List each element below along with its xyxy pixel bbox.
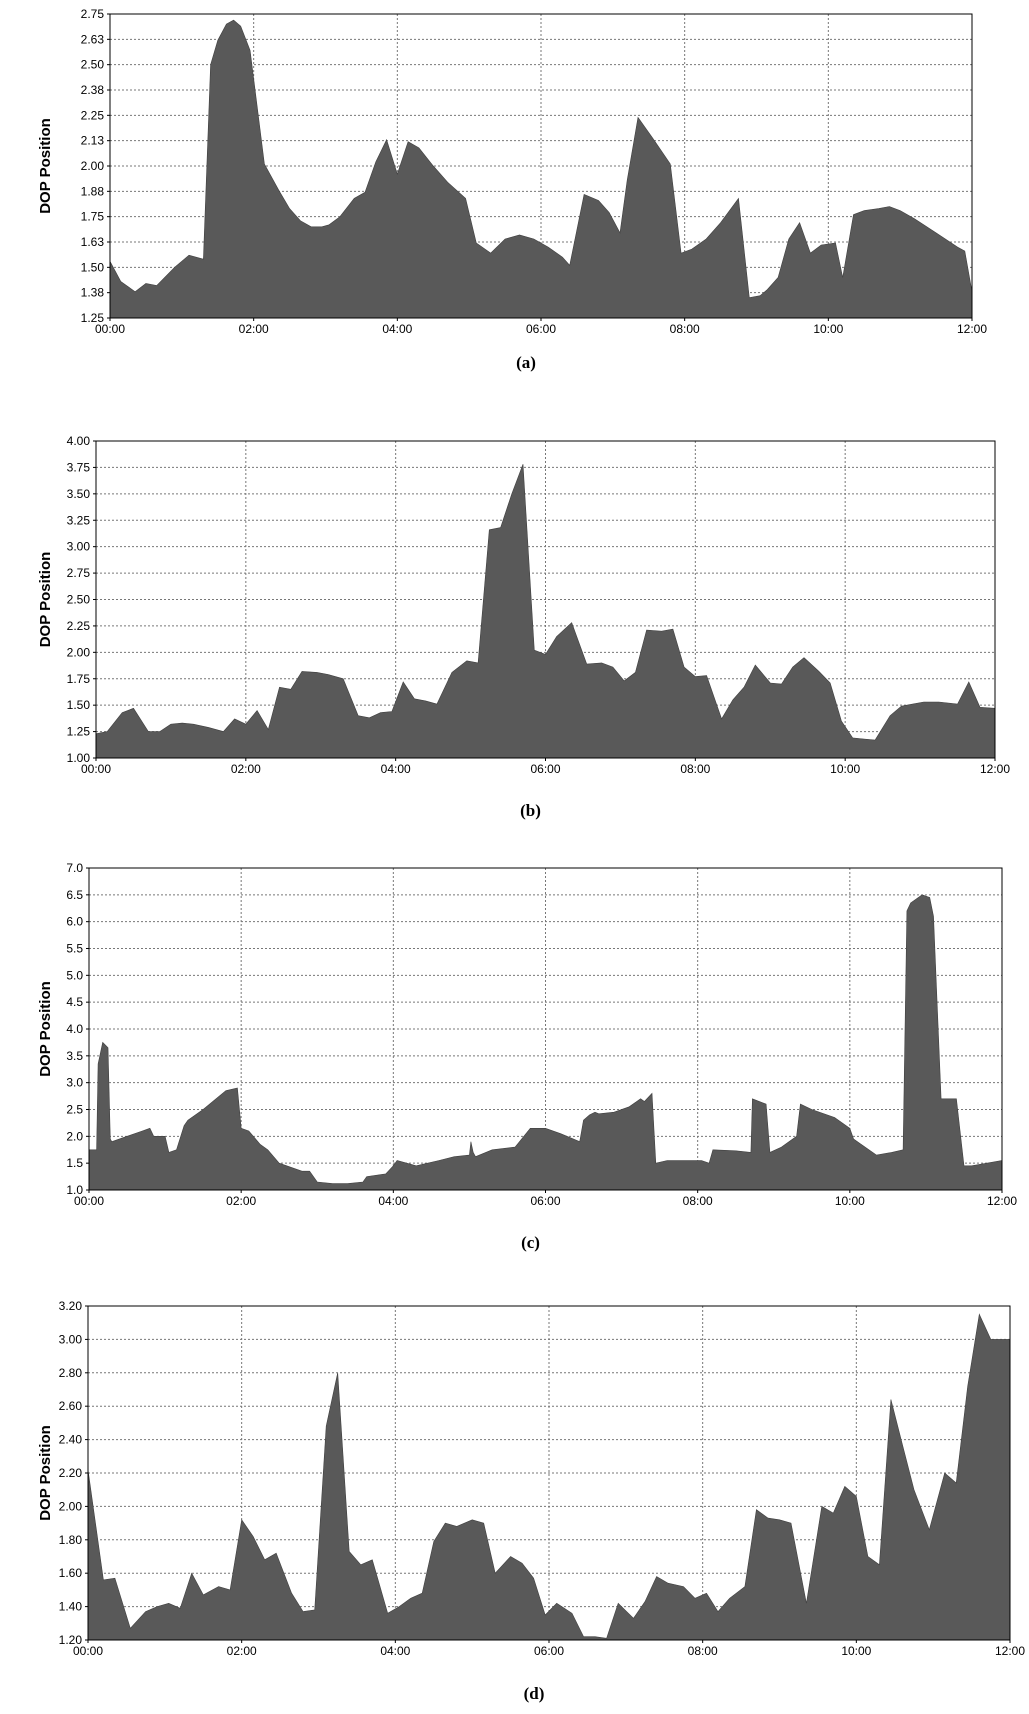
dop-area-series — [88, 894, 1003, 1191]
x-tick-label: 00:00 — [74, 1194, 104, 1208]
y-tick-label: 1.25 — [67, 725, 91, 739]
chart-panel: 1.00 1.25 1.50 1.75 2.00 2.25 2.50 2.75 3.00 3.25… — [37, 434, 1010, 820]
x-tick-label: 12:00 — [987, 1194, 1017, 1208]
y-axis-label: DOP Position — [37, 552, 54, 648]
y-tick-label: 1.38 — [81, 286, 105, 300]
x-tick-label: 10:00 — [835, 1194, 865, 1208]
x-tick-label: 08:00 — [683, 1194, 713, 1208]
y-tick-label: 2.50 — [67, 593, 91, 607]
y-tick-label: 7.0 — [66, 861, 83, 875]
panel-caption: (b) — [520, 801, 541, 820]
x-tick-label: 04:00 — [382, 322, 412, 336]
y-tick-label: 3.20 — [59, 1299, 83, 1313]
y-tick-label: 6.5 — [66, 888, 83, 902]
y-tick-label: 1.0 — [66, 1183, 83, 1197]
y-tick-label: 1.63 — [81, 235, 105, 249]
y-tick-label: 2.50 — [81, 58, 105, 72]
dop-area-series — [95, 464, 996, 759]
y-tick-label: 4.5 — [66, 995, 83, 1009]
y-tick-label: 2.00 — [81, 159, 105, 173]
y-tick-label: 2.63 — [81, 32, 105, 46]
x-tick-label: 10:00 — [813, 322, 843, 336]
y-tick-label: 2.75 — [81, 7, 105, 21]
x-tick-label: 06:00 — [530, 1194, 560, 1208]
y-tick-label: 1.00 — [67, 751, 91, 765]
y-tick-label: 1.60 — [59, 1566, 83, 1580]
y-tick-label: 2.38 — [81, 83, 105, 97]
x-tick-label: 08:00 — [688, 1644, 718, 1658]
y-tick-label: 4.00 — [67, 434, 91, 448]
y-tick-label: 2.20 — [59, 1466, 83, 1480]
panel-caption: (a) — [516, 353, 536, 372]
y-axis-label: DOP Position — [37, 1425, 54, 1521]
dop-area-series — [109, 19, 973, 319]
y-tick-label: 1.25 — [81, 311, 105, 325]
y-tick-label: 2.75 — [67, 566, 91, 580]
x-tick-label: 02:00 — [231, 762, 261, 776]
x-tick-label: 04:00 — [381, 762, 411, 776]
y-tick-label: 1.50 — [81, 260, 105, 274]
y-tick-label: 2.00 — [67, 645, 91, 659]
x-tick-label: 00:00 — [95, 322, 125, 336]
y-tick-label: 1.75 — [67, 672, 91, 686]
y-tick-label: 6.0 — [66, 915, 83, 929]
x-tick-label: 10:00 — [841, 1644, 871, 1658]
y-tick-label: 2.25 — [67, 619, 91, 633]
x-tick-label: 12:00 — [957, 322, 987, 336]
y-tick-label: 1.40 — [59, 1600, 83, 1614]
x-tick-label: 08:00 — [670, 322, 700, 336]
y-tick-label: 4.0 — [66, 1022, 83, 1036]
y-tick-label: 2.0 — [66, 1129, 83, 1143]
y-tick-label: 3.75 — [67, 460, 91, 474]
y-tick-label: 2.80 — [59, 1366, 83, 1380]
y-tick-label: 2.25 — [81, 108, 105, 122]
x-tick-label: 00:00 — [73, 1644, 103, 1658]
x-tick-label: 02:00 — [226, 1194, 256, 1208]
x-tick-label: 02:00 — [227, 1644, 257, 1658]
y-tick-label: 2.40 — [59, 1433, 83, 1447]
x-tick-label: 00:00 — [81, 762, 111, 776]
y-tick-label: 1.20 — [59, 1633, 83, 1647]
x-tick-label: 06:00 — [534, 1644, 564, 1658]
x-tick-label: 04:00 — [378, 1194, 408, 1208]
panel-caption: (c) — [521, 1233, 540, 1252]
dop-area-series — [87, 1313, 1011, 1641]
y-tick-label: 3.00 — [59, 1332, 83, 1346]
panel-caption: (d) — [524, 1684, 545, 1703]
y-tick-label: 1.5 — [66, 1156, 83, 1170]
y-tick-label: 2.13 — [81, 134, 105, 148]
x-tick-label: 06:00 — [526, 322, 556, 336]
y-axis-label: DOP Position — [37, 981, 54, 1077]
y-axis-label: DOP Position — [37, 118, 54, 214]
x-tick-label: 04:00 — [380, 1644, 410, 1658]
y-tick-label: 3.0 — [66, 1076, 83, 1090]
x-tick-label: 12:00 — [995, 1644, 1025, 1658]
x-tick-label: 02:00 — [239, 322, 269, 336]
x-tick-label: 08:00 — [680, 762, 710, 776]
x-tick-label: 06:00 — [530, 762, 560, 776]
x-tick-label: 12:00 — [980, 762, 1010, 776]
y-tick-label: 3.50 — [67, 487, 91, 501]
y-tick-label: 3.25 — [67, 513, 91, 527]
chart-panel: 1.25 1.38 1.50 1.63 1.75 1.88 2.00 2.13 2.25 2.38… — [37, 7, 987, 372]
y-tick-label: 1.75 — [81, 210, 105, 224]
y-tick-label: 2.5 — [66, 1103, 83, 1117]
y-tick-label: 2.60 — [59, 1399, 83, 1413]
y-tick-label: 2.00 — [59, 1499, 83, 1513]
chart-panel: 1.0 1.5 2.0 2.5 3.0 3.5 4.0 4.5 5.0 5.5 6.0 6.5 7.0 0… — [37, 861, 1017, 1252]
y-tick-label: 3.00 — [67, 540, 91, 554]
y-tick-label: 5.0 — [66, 968, 83, 982]
x-tick-label: 10:00 — [830, 762, 860, 776]
chart-panel: 1.20 1.40 1.60 1.80 2.00 2.20 2.40 2.60 2.80 3.00… — [37, 1299, 1025, 1703]
y-tick-label: 3.5 — [66, 1049, 83, 1063]
y-tick-label: 1.88 — [81, 184, 105, 198]
y-tick-label: 1.80 — [59, 1533, 83, 1547]
y-tick-label: 1.50 — [67, 698, 91, 712]
y-tick-label: 5.5 — [66, 942, 83, 956]
